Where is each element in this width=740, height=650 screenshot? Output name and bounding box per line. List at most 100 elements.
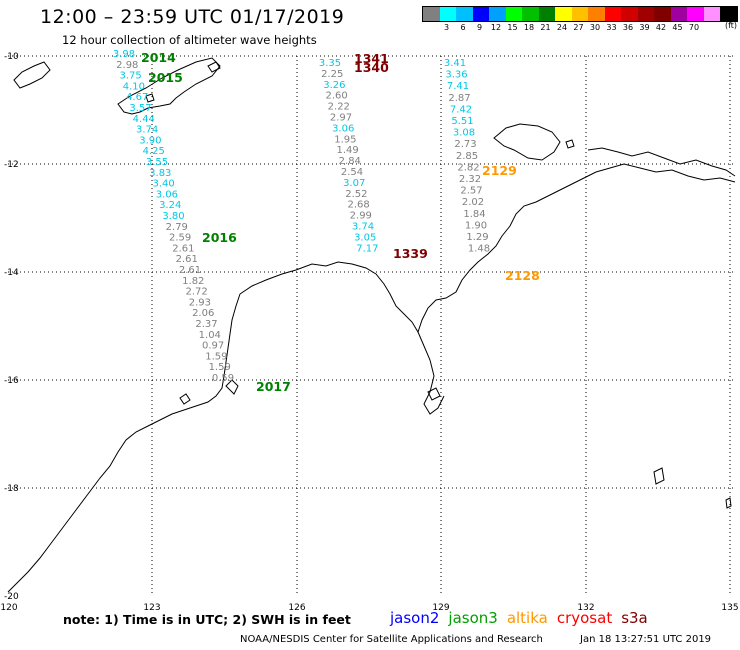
color-scale-tick: 36 (622, 23, 634, 32)
lat-label: -10 (4, 52, 19, 62)
wave-height-reading: 2.73 (454, 139, 476, 150)
color-scale-tick: 18 (523, 23, 535, 32)
color-swatch (687, 7, 704, 21)
wave-height-reading: 2.98 (116, 60, 138, 71)
wave-height-reading: 2.52 (345, 189, 367, 200)
wave-height-reading: 3.36 (445, 70, 467, 81)
color-swatch (703, 7, 720, 21)
kimberley-coast (239, 163, 736, 334)
wave-height-reading: 2.84 (339, 156, 361, 167)
color-scale-tick: 27 (573, 23, 584, 32)
wave-height-reading: 2.61 (172, 243, 194, 254)
wave-height-reading: 2.99 (350, 211, 372, 222)
satellite-legend: jason2 jason3 altika cryosat s3a (390, 609, 657, 627)
lat-label: -12 (4, 160, 19, 170)
color-scale-unit: (ft) (725, 21, 738, 30)
lon-label: 135 (721, 603, 738, 613)
flores-coast (117, 57, 221, 115)
color-swatch (604, 7, 621, 21)
color-scale-tick: 15 (507, 23, 518, 32)
islet-5 (179, 393, 191, 405)
color-swatch (555, 7, 572, 21)
wave-height-reading: 0.97 (202, 341, 224, 352)
wave-height-reading: 2.06 (192, 308, 214, 319)
wave-height-reading: 2.97 (330, 113, 352, 124)
wave-height-reading: 1.84 (463, 209, 485, 220)
wave-height-reading: 1.90 (465, 220, 487, 231)
pass-time-label: 2015 (148, 70, 183, 85)
wave-height-reading: 0.59 (212, 373, 234, 384)
color-swatch (637, 7, 654, 21)
islet-1 (207, 61, 221, 73)
color-swatch (522, 7, 539, 21)
wave-height-reading: 4.10 (123, 81, 145, 92)
wave-height-reading: 2.85 (456, 151, 478, 162)
color-scale-legend: 3 6 9 12 15 18 21 24 27 30 33 36 39 42 45 70 (ft) (422, 6, 738, 34)
wave-height-reading: 3.06 (156, 189, 178, 200)
wave-height-reading: 3.26 (323, 80, 345, 91)
generated-timestamp: Jan 18 13:27:51 UTC 2019 (580, 634, 712, 645)
wave-height-reading: 3.35 (319, 58, 341, 69)
lat-label: -16 (4, 376, 19, 386)
wave-height-reading: 2.32 (459, 174, 481, 185)
wave-height-reading: 2.93 (189, 297, 211, 308)
wave-height-reading: 5.51 (451, 116, 473, 127)
color-swatch (571, 7, 588, 21)
wave-height-reading: 3.55 (146, 157, 168, 168)
wave-height-reading: 3.57 (129, 103, 151, 114)
wave-height-reading: 1.95 (334, 134, 356, 145)
color-swatch (472, 7, 489, 21)
wave-height-reading: 2.61 (176, 254, 198, 265)
wave-height-reading: 2.82 (457, 162, 479, 173)
color-scale-tick: 6 (460, 23, 466, 32)
arnhem-north-coast (587, 147, 736, 177)
pass-time-label: 2128 (505, 268, 540, 283)
bonaparte-east-coast (417, 331, 445, 415)
color-scale-ticks: 3 6 9 12 15 18 21 24 27 30 33 36 39 42 45 70 (422, 22, 738, 34)
wave-height-reading: 3.83 (149, 168, 171, 179)
color-swatch (654, 7, 671, 21)
pass-time-label: 1339 (393, 246, 428, 261)
wave-height-reading: 4.25 (143, 146, 165, 157)
color-swatch (439, 7, 456, 21)
lat-label: -20 (4, 592, 19, 602)
timor-coast (13, 61, 51, 89)
wave-height-reading: 2.37 (195, 319, 217, 330)
color-scale-tick: 70 (688, 23, 700, 32)
color-swatch (588, 7, 605, 21)
satellite-name: jason3 (448, 609, 498, 627)
wave-height-reading: 7.42 (450, 104, 472, 115)
wave-height-reading: 1.82 (182, 276, 204, 287)
page-subtitle: 12 hour collection of altimeter wave hei… (62, 33, 317, 47)
pass-time-label: 2014 (141, 50, 176, 65)
wave-height-reading: 3.90 (139, 135, 161, 146)
color-swatch (505, 7, 522, 21)
lat-label: -18 (4, 484, 19, 494)
wave-height-reading: 2.79 (166, 222, 188, 233)
wave-height-reading: 3.98 (113, 49, 135, 60)
wave-height-reading: 3.07 (343, 178, 365, 189)
pass-time-label: 2016 (202, 230, 237, 245)
wave-height-reading: 1.59 (205, 351, 227, 362)
color-scale-tick: 9 (476, 23, 483, 32)
color-scale-bar (422, 6, 738, 22)
color-swatch (670, 7, 687, 21)
wave-height-reading: 2.72 (185, 287, 207, 298)
satellite-name: s3a (621, 609, 648, 627)
color-swatch (538, 7, 555, 21)
islet-4 (225, 379, 239, 395)
color-swatch (456, 7, 473, 21)
lon-label: 129 (432, 603, 449, 613)
color-scale-tick: 30 (589, 23, 601, 32)
wave-height-reading: 2.87 (448, 93, 470, 104)
wave-height-reading: 2.57 (460, 186, 482, 197)
satellite-name: altika (506, 609, 548, 627)
credit-text: NOAA/NESDIS Center for Satellite Applica… (240, 634, 543, 645)
color-scale-tick: 33 (606, 23, 617, 32)
islet-8 (725, 497, 732, 509)
graticule (8, 55, 735, 596)
wave-height-reading: 4.67 (126, 92, 148, 103)
wave-height-reading: 3.74 (352, 222, 374, 233)
color-scale-tick: 21 (540, 23, 551, 32)
